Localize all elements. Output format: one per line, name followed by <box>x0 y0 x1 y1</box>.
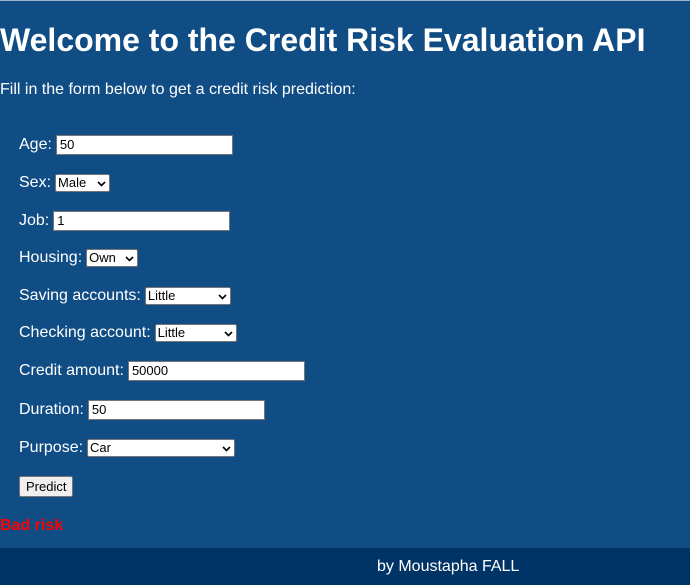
saving-accounts-label: Saving accounts: <box>19 287 141 304</box>
footer-credit: by Moustapha FALL <box>377 558 520 575</box>
checking-account-row: Checking account: Little <box>19 322 237 344</box>
intro-text: Fill in the form below to get a credit r… <box>0 81 356 98</box>
top-border <box>0 0 690 1</box>
checking-account-label: Checking account: <box>19 324 151 341</box>
sex-label: Sex: <box>19 174 52 191</box>
duration-label: Duration: <box>19 401 84 418</box>
chevron-down-icon <box>97 181 106 187</box>
purpose-select-value: Car <box>90 440 111 455</box>
age-row: Age: <box>19 134 233 156</box>
sex-select[interactable]: Male <box>55 174 111 192</box>
chevron-down-icon <box>218 294 227 300</box>
credit-amount-label: Credit amount: <box>19 362 124 379</box>
predict-button[interactable]: Predict <box>19 476 74 497</box>
sex-select-value: Male <box>58 175 87 190</box>
job-label: Job: <box>19 212 50 229</box>
footer: by Moustapha FALL <box>0 548 690 585</box>
housing-select-value: Own <box>89 250 116 265</box>
sex-row: Sex: Male <box>19 172 111 194</box>
credit-amount-row: Credit amount: <box>19 360 305 382</box>
chevron-down-icon <box>125 256 134 262</box>
credit-amount-input[interactable] <box>127 361 305 381</box>
job-row: Job: <box>19 210 231 232</box>
purpose-select[interactable]: Car <box>87 439 236 457</box>
purpose-row: Purpose: Car <box>19 437 236 459</box>
housing-select[interactable]: Own <box>86 249 139 267</box>
housing-label: Housing: <box>19 249 83 266</box>
job-input[interactable] <box>53 211 231 231</box>
age-label: Age: <box>19 136 52 153</box>
checking-account-select[interactable]: Little <box>154 324 237 342</box>
saving-accounts-select[interactable]: Little <box>144 287 231 305</box>
page-title: Welcome to the Credit Risk Evaluation AP… <box>0 22 646 58</box>
chevron-down-icon <box>224 331 233 337</box>
purpose-label: Purpose: <box>19 439 84 456</box>
prediction-result: Bad risk <box>0 517 64 534</box>
duration-row: Duration: <box>19 399 265 421</box>
chevron-down-icon <box>222 446 231 452</box>
saving-accounts-select-value: Little <box>147 288 176 303</box>
duration-input[interactable] <box>87 400 265 420</box>
checking-account-select-value: Little <box>157 325 186 340</box>
saving-accounts-row: Saving accounts: Little <box>19 285 231 307</box>
housing-row: Housing: Own <box>19 247 139 269</box>
age-input[interactable] <box>55 135 233 155</box>
